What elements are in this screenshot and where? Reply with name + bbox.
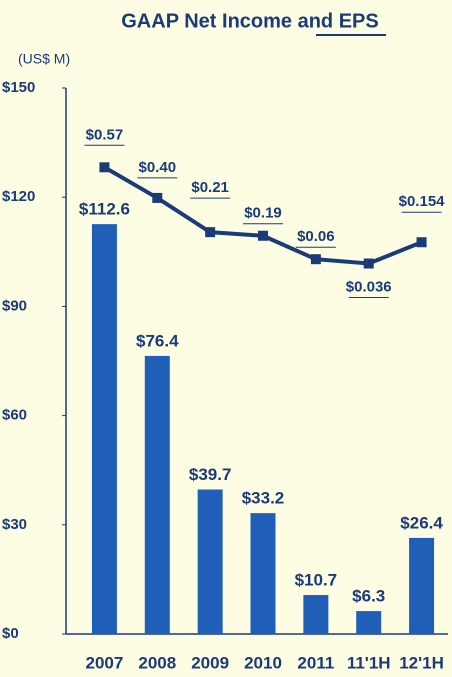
eps-marker xyxy=(205,227,216,238)
chart-title: GAAP Net Income and EPS xyxy=(121,10,378,32)
eps-value-label: $0.40 xyxy=(139,159,177,176)
x-tick-label: 2008 xyxy=(138,653,176,672)
bar xyxy=(356,611,382,634)
y-tick-label: $0 xyxy=(2,625,19,642)
eps-value-label: $0.154 xyxy=(399,193,446,210)
unit-label: (US$ M) xyxy=(18,51,70,67)
eps-value-label: $0.06 xyxy=(297,228,335,245)
bar-value-label: $112.6 xyxy=(79,200,130,219)
bar xyxy=(144,355,170,634)
y-tick-label: $120 xyxy=(2,188,35,205)
y-tick-label: $90 xyxy=(2,297,27,314)
bar xyxy=(409,537,435,634)
bar-value-label: $39.7 xyxy=(189,465,232,484)
y-tick-label: $30 xyxy=(2,516,27,533)
bar-value-label: $6.3 xyxy=(352,587,385,606)
bar xyxy=(250,513,276,634)
x-tick-label: 2011 xyxy=(297,653,334,672)
y-tick-label: $150 xyxy=(2,79,35,96)
bar-value-label: $10.7 xyxy=(295,571,338,590)
bar-value-label: $76.4 xyxy=(136,331,179,350)
eps-marker xyxy=(99,162,110,173)
eps-value-label: $0.21 xyxy=(191,179,229,196)
x-tick-label: 2009 xyxy=(191,653,229,672)
x-tick-label: 12'1H xyxy=(399,653,444,672)
eps-marker xyxy=(310,254,321,265)
eps-value-label: $0.036 xyxy=(346,278,392,295)
eps-marker xyxy=(152,192,163,203)
eps-value-label: $0.57 xyxy=(86,126,124,143)
eps-marker xyxy=(416,237,427,248)
bar-value-label: $33.2 xyxy=(242,489,285,508)
eps-value-label: $0.19 xyxy=(244,205,282,222)
bar-value-label: $26.4 xyxy=(400,513,443,532)
x-tick-label: 11'1H xyxy=(347,653,391,672)
bar xyxy=(303,595,329,634)
y-tick-label: $60 xyxy=(2,407,27,424)
bar xyxy=(197,489,223,634)
x-tick-label: 2010 xyxy=(244,653,282,672)
eps-marker xyxy=(258,230,268,241)
bar xyxy=(91,224,117,635)
eps-marker xyxy=(363,258,374,269)
x-tick-label: 2007 xyxy=(86,653,124,672)
